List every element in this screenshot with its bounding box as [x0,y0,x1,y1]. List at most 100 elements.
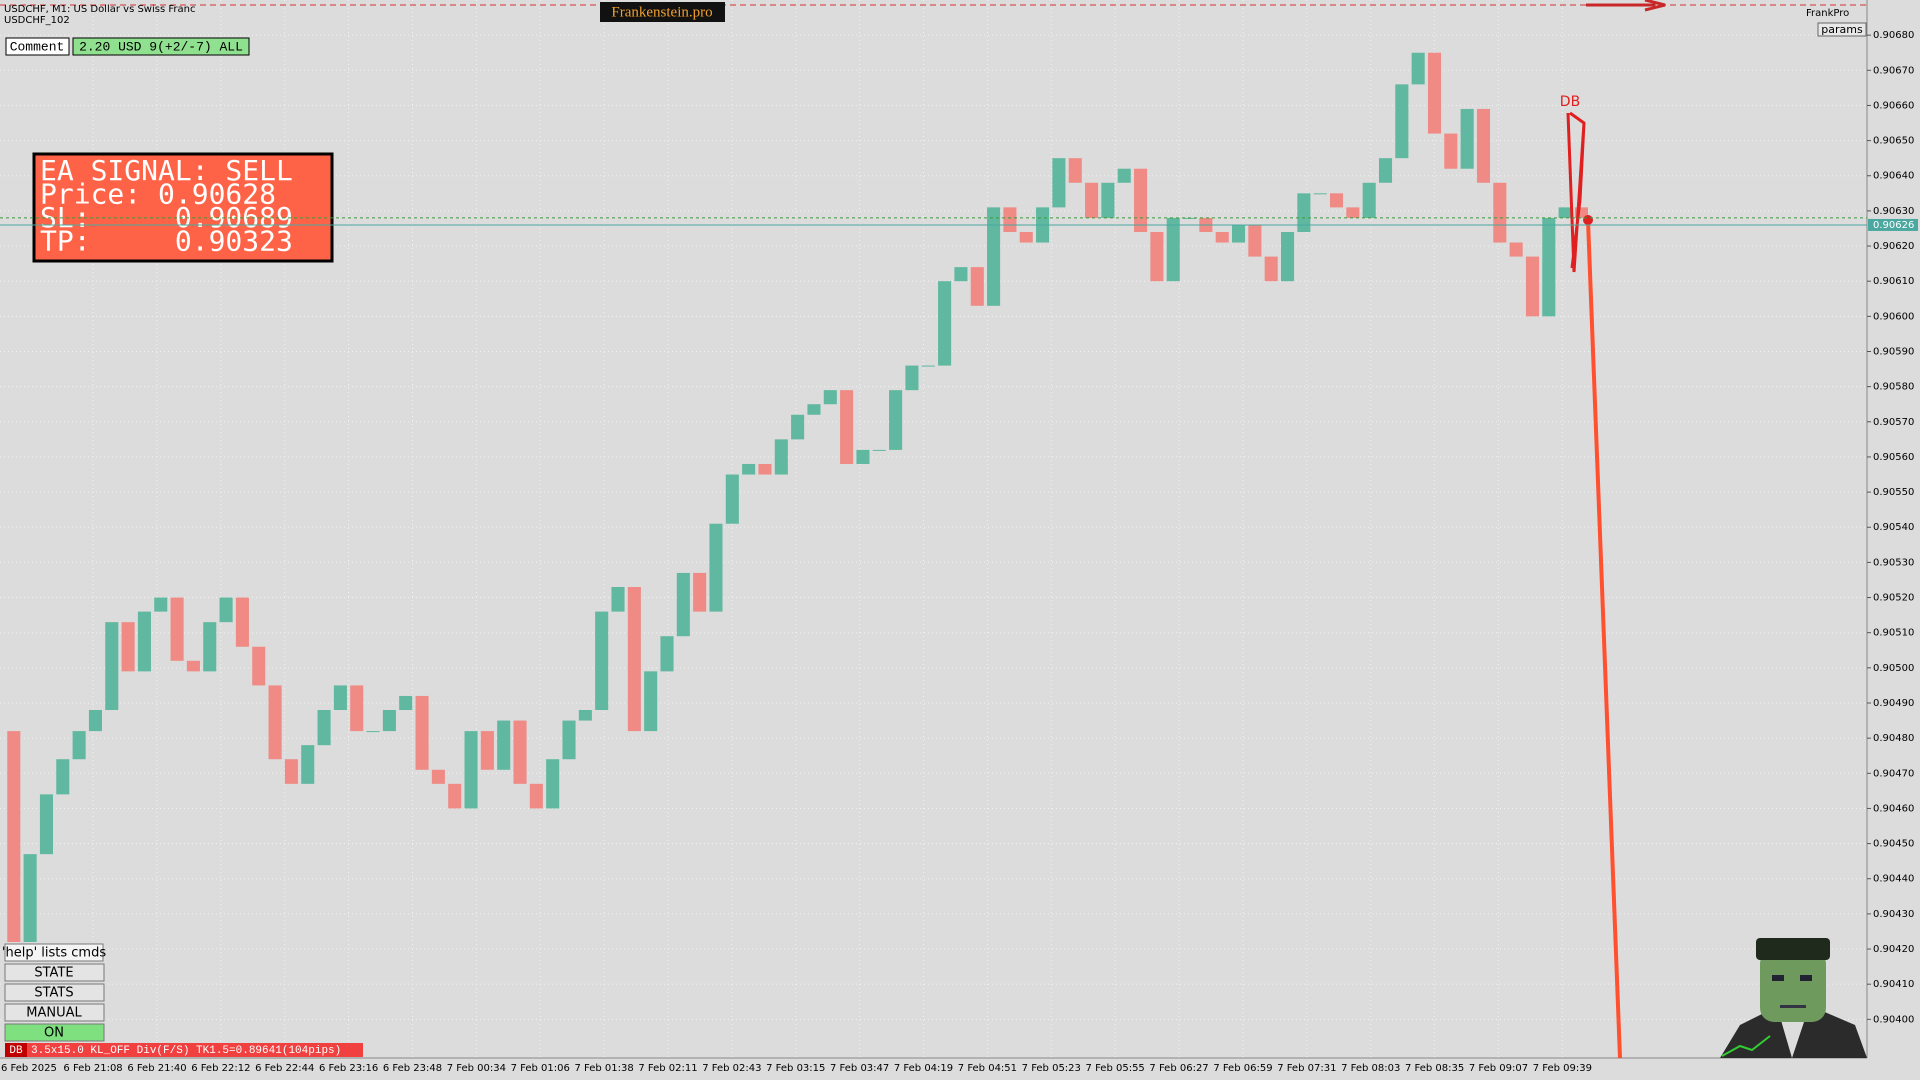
candle [627,586,641,732]
y-tick-label: 0.90590 [1873,346,1914,357]
button-label[interactable]: STATS [34,986,73,1001]
y-tick-label: 0.90570 [1873,417,1914,428]
x-tick-label: 6 Feb 22:44 [255,1063,314,1074]
candle [1329,193,1344,208]
x-tick-label: 7 Feb 03:47 [830,1063,889,1074]
candle [921,365,935,367]
candle [872,449,886,451]
candle [1346,207,1360,218]
y-tick-label: 0.90610 [1873,276,1914,287]
y-tick-label: 0.90480 [1873,733,1914,744]
candle [1052,158,1066,208]
y-tick-label: 0.90400 [1873,1014,1914,1025]
candle [1003,207,1017,232]
y-tick-label: 0.90440 [1873,874,1914,885]
x-tick-label: 6 Feb 22:12 [191,1063,250,1074]
button[interactable] [4,983,105,1002]
x-tick-label: 7 Feb 08:03 [1341,1063,1400,1074]
params-label[interactable]: params [1821,23,1863,36]
button-label[interactable]: ON [44,1026,64,1041]
y-tick-label: 0.90550 [1873,487,1914,498]
y-tick-label: 0.90620 [1873,241,1914,252]
candle [1215,231,1229,243]
button[interactable] [4,963,105,982]
candle [823,390,837,405]
symbol-line: USDCHF, M1: US Dollar vs Swiss Franc [4,4,195,15]
candle [382,710,396,732]
candle [154,597,168,612]
candles [7,52,1588,943]
mascot [1720,938,1867,1058]
y-tick-label: 0.90640 [1873,171,1914,182]
candle [758,463,772,475]
y-tick-label: 0.90580 [1873,382,1914,393]
candle [1117,168,1131,183]
arrow [1586,0,1666,12]
candle [987,207,1001,306]
button-label[interactable]: STATE [34,966,73,981]
x-tick-label: 7 Feb 01:38 [574,1063,633,1074]
candle [529,783,543,809]
y-tick-label: 0.90560 [1873,452,1914,463]
x-tick-label: 7 Feb 04:19 [894,1063,953,1074]
y-tick-label: 0.90420 [1873,944,1914,955]
candle [611,586,625,612]
x-tick-label: 7 Feb 00:34 [447,1063,506,1074]
candle [595,611,609,711]
params-button[interactable] [1817,22,1867,37]
y-tick-label: 0.90520 [1873,593,1914,604]
mascot-eye [1800,975,1812,981]
candle [1509,242,1523,257]
candle [1150,231,1164,282]
x-tick-label: 7 Feb 06:59 [1213,1063,1272,1074]
candle [350,685,364,732]
y-tick-label: 0.90540 [1873,522,1914,533]
candle [791,414,805,440]
button[interactable] [4,1003,105,1022]
comment-label: Comment [10,39,65,54]
candle [399,695,413,711]
y-tick-label: 0.90630 [1873,206,1914,217]
candle [284,759,298,784]
status-tag-box [5,1043,27,1057]
candle [1444,133,1458,169]
candle [1313,193,1327,195]
candle [1166,217,1180,282]
candle [840,390,854,464]
candle [1558,207,1572,218]
target-line [1586,219,1622,1059]
button-label[interactable]: MANUAL [26,1006,82,1021]
x-tick-label: 7 Feb 05:55 [1086,1063,1145,1074]
buttons: 'help' lists cmds STATE STATS MANUAL ON [2,943,106,1042]
comment-value-box [72,37,250,56]
candle [1476,108,1491,183]
candle [807,404,821,415]
candle [1264,256,1278,282]
candle [1378,158,1393,183]
button[interactable] [4,1023,105,1042]
candle [1493,182,1507,243]
candle [725,474,739,524]
y-tick-label: 0.90460 [1873,803,1914,814]
candle [301,745,315,784]
candle [1411,52,1425,85]
candle [774,439,788,475]
x-tick-label: 6 Feb 2025 [1,1063,57,1074]
brand-badge [600,2,725,22]
candle [889,390,903,450]
brand: Frankenstein.pro [611,4,712,20]
comment-box [5,37,70,56]
pattern-shape [1566,111,1586,273]
mascot-face [1760,950,1826,1022]
candle [415,695,429,770]
candle [366,731,380,733]
grid [0,0,1871,1058]
candle [23,854,37,943]
candle [1297,193,1311,232]
candle [480,731,494,770]
status-text: 3.5x15.0 KL_OFF Div(F/S) TK1.5=0.89641(1… [31,1045,341,1057]
y-tick-label: 0.90650 [1873,136,1914,147]
y-tick-label: 0.90470 [1873,768,1914,779]
candle [546,759,560,809]
